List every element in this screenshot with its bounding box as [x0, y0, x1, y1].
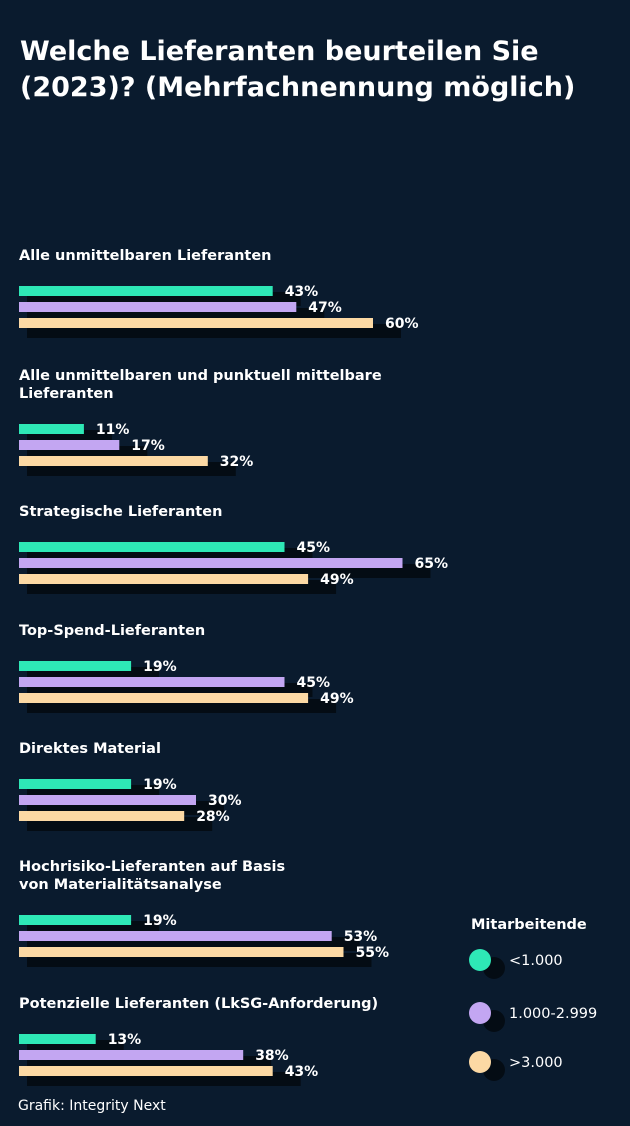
- legend: Mitarbeitende <1.000 1.000-2.999 >3.000: [469, 917, 597, 1081]
- category-label: Alle unmittelbaren und punktuell mittelb…: [19, 368, 382, 384]
- bar: [19, 915, 132, 925]
- bar: [19, 286, 273, 296]
- legend-marker: [469, 1051, 491, 1073]
- data-label: 19%: [143, 659, 177, 675]
- data-label: 43%: [285, 284, 319, 300]
- legend-marker: [469, 949, 491, 971]
- bar: [19, 424, 84, 434]
- data-label: 43%: [285, 1064, 319, 1080]
- bar: [19, 795, 196, 805]
- bar: [19, 661, 132, 671]
- legend-label: <1.000: [509, 953, 563, 969]
- bar: [19, 318, 373, 328]
- data-label: 45%: [297, 540, 331, 556]
- bar-groups: Alle unmittelbaren Lieferanten43%47%60%A…: [19, 248, 448, 1086]
- bar: [19, 811, 185, 821]
- legend-label: >3.000: [509, 1055, 563, 1071]
- bar: [19, 931, 332, 941]
- bar: [19, 542, 285, 552]
- bar: [19, 677, 285, 687]
- data-label: 49%: [320, 572, 354, 588]
- category-label: Potenzielle Lieferanten (LkSG-Anforderun…: [19, 996, 378, 1012]
- category-label: Alle unmittelbaren Lieferanten: [19, 248, 272, 264]
- legend-label: 1.000-2.999: [509, 1006, 597, 1022]
- data-label: 32%: [220, 454, 254, 470]
- data-label: 47%: [308, 300, 342, 316]
- bar: [19, 947, 344, 957]
- bar: [19, 440, 120, 450]
- bar: [19, 1034, 96, 1044]
- data-label: 19%: [143, 913, 177, 929]
- data-label: 30%: [208, 793, 242, 809]
- source-credit: Grafik: Integrity Next: [18, 1098, 166, 1114]
- legend-marker: [469, 1002, 491, 1024]
- data-label: 60%: [385, 316, 419, 332]
- chart-title-line-1: Welche Lieferanten beurteilen Sie: [20, 36, 539, 67]
- data-label: 38%: [255, 1048, 289, 1064]
- data-label: 17%: [131, 438, 165, 454]
- category-label: Top-Spend-Lieferanten: [19, 623, 205, 639]
- data-label: 13%: [108, 1032, 142, 1048]
- data-label: 65%: [415, 556, 449, 572]
- data-label: 45%: [297, 675, 331, 691]
- data-label: 49%: [320, 691, 354, 707]
- data-label: 28%: [196, 809, 230, 825]
- category-label: Hochrisiko-Lieferanten auf Basis: [19, 859, 285, 875]
- category-label: Strategische Lieferanten: [19, 504, 222, 520]
- bar: [19, 1066, 273, 1076]
- data-label: 19%: [143, 777, 177, 793]
- bar: [19, 574, 309, 584]
- data-label: 53%: [344, 929, 378, 945]
- bar: [19, 1050, 244, 1060]
- category-label: von Materialitätsanalyse: [19, 877, 222, 893]
- bar: [19, 302, 297, 312]
- bar: [19, 558, 403, 568]
- data-label: 55%: [356, 945, 390, 961]
- bar: [19, 693, 309, 703]
- category-label: Direktes Material: [19, 741, 161, 757]
- category-label: Lieferanten: [19, 386, 114, 402]
- chart-title-line-2: (2023)? (Mehrfachnennung möglich): [20, 72, 575, 103]
- legend-title: Mitarbeitende: [471, 917, 587, 933]
- bar: [19, 779, 132, 789]
- bar: [19, 456, 208, 466]
- data-label: 11%: [96, 422, 130, 438]
